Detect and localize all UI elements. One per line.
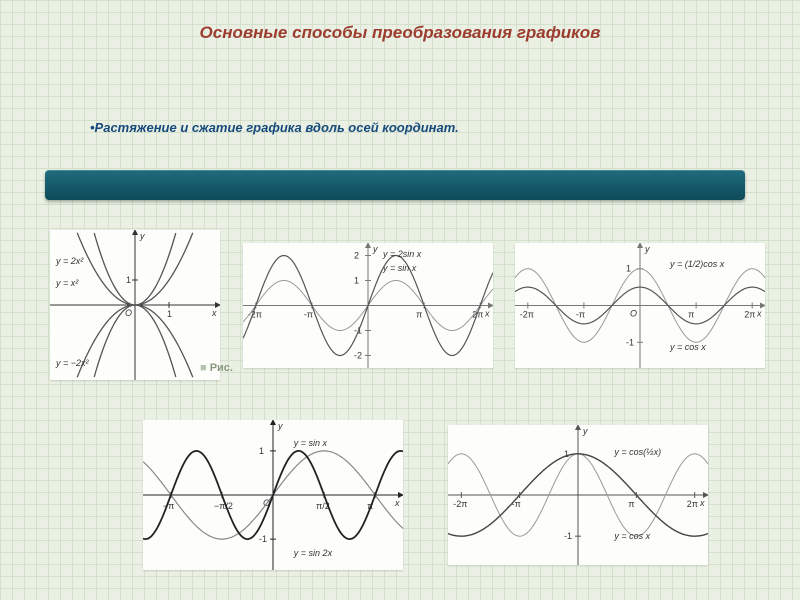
chart-row-1: x y O 1 1 y = 2x² y = x² y = −2x² x y -2 -1 1 2 -2π -π… bbox=[50, 225, 765, 385]
slide-subtitle: •Растяжение и сжатие графика вдоль осей … bbox=[90, 120, 459, 135]
svg-text:y = sin x: y = sin x bbox=[382, 263, 417, 273]
svg-text:y = x²: y = x² bbox=[55, 278, 79, 288]
svg-text:y = 2sin x: y = 2sin x bbox=[382, 249, 422, 259]
svg-text:1: 1 bbox=[167, 309, 172, 319]
chart-parabolas: x y O 1 1 y = 2x² y = x² y = −2x² bbox=[50, 230, 220, 380]
svg-text:y: y bbox=[372, 244, 378, 254]
svg-text:1: 1 bbox=[626, 263, 631, 273]
svg-text:y = cos(½x): y = cos(½x) bbox=[613, 447, 661, 457]
svg-text:x: x bbox=[211, 308, 217, 318]
chart-cos-halfx: x y -1 1 -2π -π π 2π y = cos(½x) y = cos x bbox=[448, 425, 708, 565]
svg-text:-2π: -2π bbox=[520, 309, 534, 319]
svg-text:y: y bbox=[139, 231, 145, 241]
svg-text:y = (1/2)cos x: y = (1/2)cos x bbox=[669, 259, 725, 269]
svg-text:y = cos x: y = cos x bbox=[669, 342, 706, 352]
svg-text:y: y bbox=[582, 426, 588, 436]
svg-text:-1: -1 bbox=[259, 534, 267, 544]
svg-text:x: x bbox=[484, 308, 490, 318]
svg-text:−π/2: −π/2 bbox=[213, 501, 232, 511]
chart-row-2: xyO-11−π−π/2π/2πy = sin xy = sin 2x xy-1… bbox=[120, 415, 730, 575]
svg-text:y = sin x: y = sin x bbox=[292, 438, 327, 448]
svg-text:-2π: -2π bbox=[453, 499, 467, 509]
svg-text:-π: -π bbox=[303, 309, 312, 319]
slide: Основные способы преобразования графиков… bbox=[0, 0, 800, 600]
svg-text:y = 2x²: y = 2x² bbox=[55, 256, 84, 266]
svg-text:-π: -π bbox=[511, 499, 520, 509]
svg-text:y = −2x²: y = −2x² bbox=[55, 358, 90, 368]
svg-text:x: x bbox=[756, 308, 762, 318]
accent-bar bbox=[45, 170, 745, 200]
svg-text:x: x bbox=[699, 498, 705, 508]
svg-text:1: 1 bbox=[126, 275, 131, 285]
svg-text:-2π: -2π bbox=[247, 309, 261, 319]
svg-text:2π: 2π bbox=[686, 499, 697, 509]
svg-text:1: 1 bbox=[564, 449, 569, 459]
svg-text:-2: -2 bbox=[354, 350, 362, 360]
svg-text:y: y bbox=[644, 244, 650, 254]
svg-text:1: 1 bbox=[259, 446, 264, 456]
svg-text:O: O bbox=[630, 308, 637, 318]
chart-half-cosx: x y O -1 1 -2π -π π 2π y = (1/2)cos x y = cos x bbox=[515, 243, 765, 368]
chart-2sinx: xy-2-112-2π-ππ2πy = 2sin xy = sin x bbox=[243, 243, 493, 368]
svg-text:y: y bbox=[277, 421, 283, 431]
svg-text:y = sin 2x: y = sin 2x bbox=[292, 548, 332, 558]
svg-text:2π: 2π bbox=[744, 309, 755, 319]
svg-text:1: 1 bbox=[354, 275, 359, 285]
svg-text:π: π bbox=[688, 309, 694, 319]
svg-text:2: 2 bbox=[354, 250, 359, 260]
svg-text:π: π bbox=[416, 309, 422, 319]
svg-text:O: O bbox=[125, 308, 132, 318]
figure-caption: Рис. bbox=[200, 362, 233, 374]
svg-text:x: x bbox=[394, 498, 400, 508]
svg-text:y = cos x: y = cos x bbox=[613, 531, 650, 541]
chart-sin2x: xyO-11−π−π/2π/2πy = sin xy = sin 2x bbox=[143, 420, 403, 570]
svg-text:-1: -1 bbox=[564, 531, 572, 541]
slide-title: Основные способы преобразования графиков bbox=[0, 22, 800, 44]
svg-text:-1: -1 bbox=[626, 337, 634, 347]
svg-text:-π: -π bbox=[576, 309, 585, 319]
svg-text:π: π bbox=[628, 499, 634, 509]
